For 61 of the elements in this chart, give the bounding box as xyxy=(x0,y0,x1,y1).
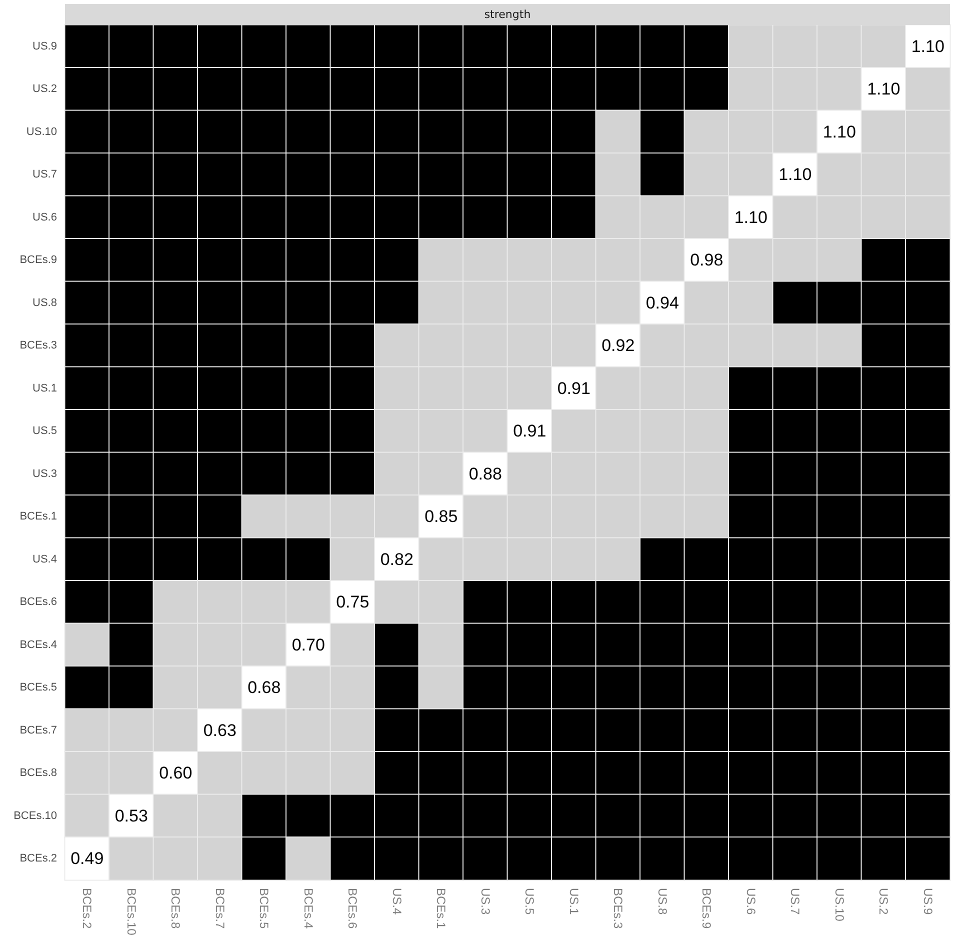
x-tick-label: US.3 xyxy=(478,888,492,916)
chart-title: strength xyxy=(65,4,950,25)
data-label: 1.10 xyxy=(911,36,944,56)
y-tick-label: US.1 xyxy=(32,382,57,394)
x-tick-label: US.2 xyxy=(876,888,891,916)
data-label: 0.98 xyxy=(690,250,724,270)
y-tick-label: BCEs.4 xyxy=(20,638,57,651)
data-label: 1.10 xyxy=(867,80,900,99)
x-tick-label: US.7 xyxy=(788,888,802,916)
data-label: 0.75 xyxy=(336,592,370,612)
y-tick-label: US.10 xyxy=(26,126,57,138)
x-tick-label: BCEs.7 xyxy=(212,888,227,930)
data-label: 0.49 xyxy=(70,849,104,868)
data-label: 0.91 xyxy=(557,378,590,398)
x-tick-label: BCEs.1 xyxy=(434,888,448,930)
y-tick-label: US.2 xyxy=(32,83,57,96)
y-tick-label: BCEs.6 xyxy=(20,596,57,608)
y-tick-label: BCEs.3 xyxy=(20,340,57,352)
data-label: 0.88 xyxy=(468,464,502,484)
data-label: 0.60 xyxy=(159,764,192,783)
data-label: 0.85 xyxy=(424,507,458,526)
data-label: 0.94 xyxy=(646,293,679,312)
data-label: 0.68 xyxy=(248,678,281,698)
x-tick-label: BCEs.2 xyxy=(80,888,94,930)
y-tick-label: BCEs.8 xyxy=(20,767,57,780)
data-label: 0.91 xyxy=(513,422,546,441)
y-tick-label: US.3 xyxy=(32,468,57,480)
data-label: 1.10 xyxy=(734,208,768,227)
y-tick-label: US.9 xyxy=(32,40,57,52)
data-label: 0.82 xyxy=(380,550,414,569)
y-tick-label: US.5 xyxy=(32,425,57,438)
y-tick-label: BCEs.5 xyxy=(20,682,57,694)
y-tick-label: BCEs.1 xyxy=(20,510,57,523)
data-label: 0.92 xyxy=(602,336,635,356)
data-label: 1.10 xyxy=(778,165,812,184)
x-tick-label: BCEs.4 xyxy=(301,888,316,930)
x-tick-label: BCEs.3 xyxy=(611,888,626,930)
x-tick-label: US.10 xyxy=(832,888,846,922)
x-tick-label: BCEs.9 xyxy=(700,888,714,930)
x-tick-label: US.5 xyxy=(522,888,537,916)
data-label: 0.63 xyxy=(203,720,236,740)
y-tick-label: US.4 xyxy=(32,553,57,566)
y-tick-label: BCEs.7 xyxy=(20,724,57,736)
y-tick-label: US.7 xyxy=(32,168,57,181)
y-tick-label: US.8 xyxy=(32,296,57,309)
x-tick-label: US.1 xyxy=(566,888,581,916)
x-tick-label: US.8 xyxy=(655,888,670,916)
x-tick-label: US.6 xyxy=(744,888,758,916)
x-tick-label: BCEs.5 xyxy=(257,888,272,930)
y-tick-label: BCEs.2 xyxy=(20,852,57,865)
y-tick-label: BCEs.9 xyxy=(20,254,57,266)
x-tick-label: BCEs.8 xyxy=(168,888,183,930)
x-tick-label: BCEs.6 xyxy=(346,888,360,930)
data-label: 0.70 xyxy=(292,635,325,654)
y-tick-label: US.6 xyxy=(32,211,57,224)
y-tick-label: BCEs.10 xyxy=(14,810,57,822)
x-tick-label: US.9 xyxy=(920,888,935,916)
data-label: 0.53 xyxy=(114,806,148,826)
x-tick-label: US.4 xyxy=(390,888,404,916)
x-tick-label: BCEs.10 xyxy=(124,888,138,936)
data-label: 1.10 xyxy=(822,122,856,142)
